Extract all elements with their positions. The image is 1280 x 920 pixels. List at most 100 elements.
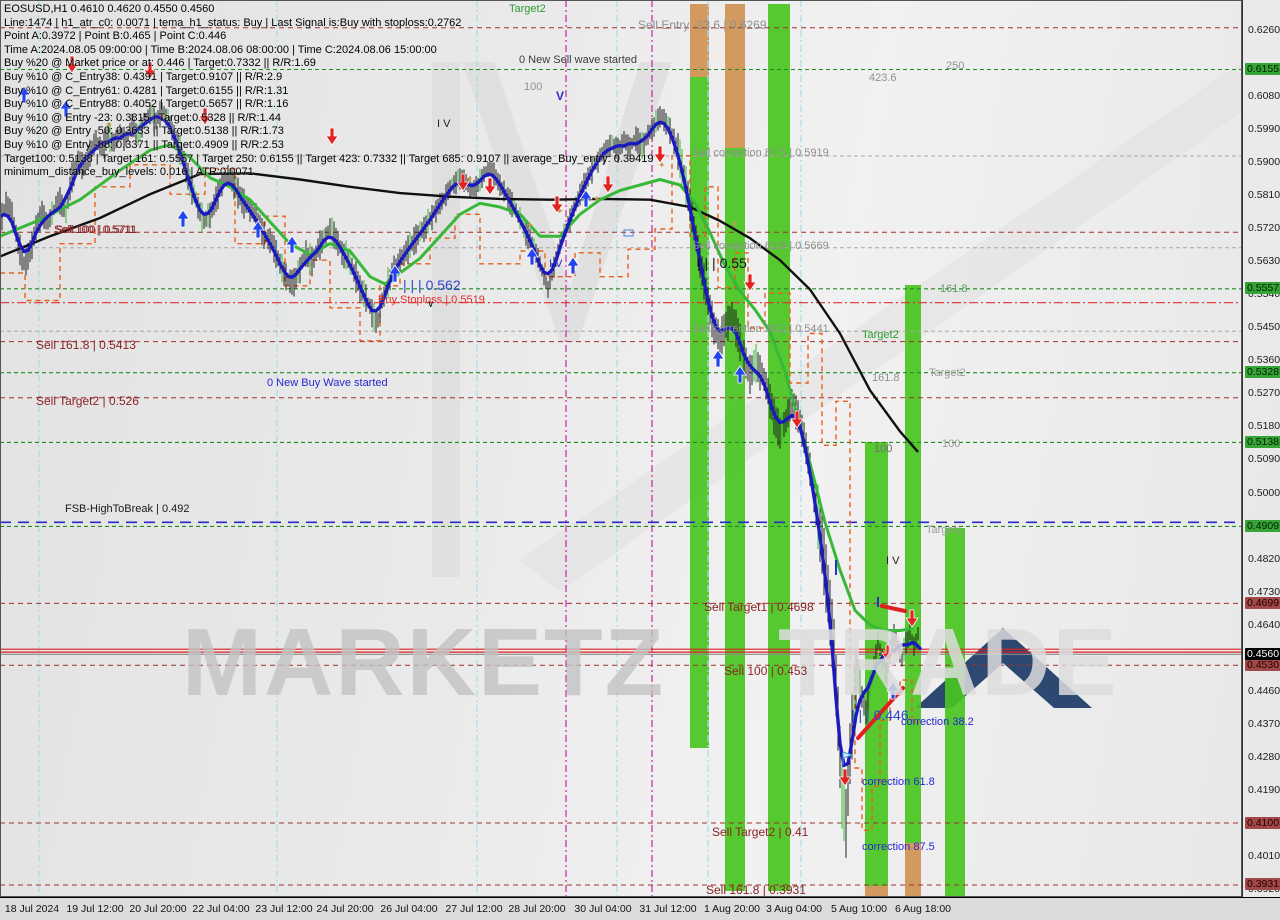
chart-label: I V [549, 258, 563, 270]
star-marker-icon: ✦ [731, 219, 739, 229]
chart-label: Sell correction 38.2 | 0.5441 [692, 323, 829, 335]
buy-arrow-icon [733, 365, 747, 384]
price-axis-label: 0.5630 [1248, 255, 1280, 268]
chart-label: 100 [874, 443, 893, 455]
sell-arrow-icon [550, 195, 564, 214]
watermark-shape [462, 62, 672, 342]
star-marker-icon: ✦ [526, 220, 534, 230]
info-line-10: Buy %10 @ Entry -88: 0.3371 || Target:0.… [4, 138, 284, 151]
watermark-shape [432, 62, 460, 577]
info-line-2: Point A:0.3972 | Point B:0.465 | Point C… [4, 30, 227, 43]
time-axis-label: 5 Aug 10:00 [830, 903, 888, 915]
time-axis-label: 23 Jul 12:00 [255, 903, 313, 915]
price-axis-label: 0.4280 [1248, 750, 1280, 763]
chart-label: Buy Stoploss | 0.5519 [378, 294, 485, 306]
target-zone-bar [865, 886, 888, 897]
price-axis-label: 0.6080 [1248, 90, 1280, 103]
info-line-9: Buy %20 @ Entry -50: 0.3633 || Target:0.… [4, 125, 284, 138]
target-zone-bar [905, 285, 921, 843]
time-axis-label: 1 Aug 20:00 [703, 903, 761, 915]
sell-arrow-icon [838, 768, 852, 787]
info-line-5: Buy %10 @ C_Entry38: 0.4391 | Target:0.9… [4, 70, 283, 83]
star-marker-icon: ✦ [658, 160, 666, 170]
info-line-11: Target100: 0.5138 | Target 161: 0.5557 |… [4, 152, 654, 165]
buy-arrow-icon [285, 235, 299, 254]
target-zone-bar [905, 843, 921, 897]
chart-label: 0 New Sell wave started [519, 54, 637, 66]
sell-arrow-icon [790, 410, 804, 429]
chart-label: Sell Target2 | 0.526 [36, 394, 139, 408]
target-zone-bar [725, 4, 745, 148]
sell-arrow-icon [653, 145, 667, 164]
price-axis-label: 0.5990 [1248, 123, 1280, 136]
sell-arrow-icon [198, 107, 212, 126]
info-line-1: Line:1474 | h1_atr_c0: 0.0071 | tema_h1_… [4, 16, 462, 29]
price-badge-red: 0.4699 [1245, 596, 1280, 609]
chart-label: Target2 [862, 329, 899, 341]
buy-arrow-icon [886, 681, 900, 700]
chart-label: 100 [942, 438, 961, 450]
price-chart-canvas[interactable]: ✦ ✦ ✦ ✦ ✦ ✦ ✦ ✦ ✦ [0, 0, 1242, 897]
buy-arrow-icon [17, 85, 31, 104]
chart-label: 100 [524, 81, 543, 93]
chart-label: Sell 100 | 0.453 [724, 664, 808, 678]
chart-label: Sell correction 87.5 | 0.5919 [692, 147, 829, 159]
indicator-info-panel: EOSUSD,H1 0.4610 0.4620 0.4550 0.4560 Lin… [4, 3, 654, 180]
target-zone-bar [690, 4, 709, 77]
price-axis-label: 0.4730 [1248, 585, 1280, 598]
price-badge-green: 0.6155 [1245, 62, 1280, 75]
star-marker-icon: ✦ [556, 206, 564, 216]
target-zone-bar [690, 77, 709, 748]
time-axis-label: 30 Jul 04:00 [574, 903, 632, 915]
buy-arrow-icon [579, 189, 593, 208]
time-axis-label: 3 Aug 04:00 [765, 903, 823, 915]
buy-arrow-icon [566, 256, 580, 275]
time-axis-label: 18 Jul 2024 [4, 903, 60, 915]
price-axis-label: 0.5180 [1248, 420, 1280, 433]
sell-arrow-icon [601, 175, 615, 194]
time-axis-label: 28 Jul 20:00 [508, 903, 566, 915]
time-axis-label: 20 Jul 20:00 [129, 903, 187, 915]
ma-slow-line [0, 172, 919, 453]
price-axis[interactable]: 0.6260 0.6080 0.5990 0.5900 0.5810 0.5720 0.56… [1242, 0, 1280, 897]
chart-label: 0 New Buy Wave started [267, 377, 388, 389]
sell-arrow-icon [881, 644, 895, 663]
price-axis-label: 0.4370 [1248, 717, 1280, 730]
time-axis-label: 19 Jul 12:00 [66, 903, 124, 915]
chart-label: Sell Target2 | 0.41 [712, 825, 809, 839]
info-line-0: EOSUSD,H1 0.4610 0.4620 0.4550 0.4560 [4, 3, 215, 15]
sell-arrow-icon [65, 55, 79, 74]
price-axis-label: 0.5090 [1248, 453, 1280, 466]
chart-label: Sell Entry -23.6 | 0.6269 [638, 18, 767, 32]
target-zone-bar [768, 4, 790, 891]
price-badge-red: 0.3931 [1245, 878, 1280, 891]
buy-arrow-icon [388, 264, 402, 283]
chart-label: Sell Target1 | 0.4698 [704, 600, 814, 614]
target-zone-bar [945, 528, 965, 897]
chart-label: 161.8 [872, 372, 900, 384]
price-badge-green: 0.5138 [1245, 435, 1280, 448]
time-axis-label: 22 Jul 04:00 [192, 903, 250, 915]
price-axis-label: 0.5270 [1248, 387, 1280, 400]
time-axis-label: 26 Jul 04:00 [380, 903, 438, 915]
price-axis-label: 0.5810 [1248, 189, 1280, 202]
price-axis-label: 0.4010 [1248, 849, 1280, 862]
sell-arrow-icon [143, 61, 157, 80]
time-axis[interactable]: 18 Jul 2024 19 Jul 12:00 20 Jul 20:00 22 Ju… [0, 897, 1280, 920]
info-line-7: Buy %10 @ C_Entry88: 0.4052 | Target:0.5… [4, 98, 289, 111]
buy-arrow-icon [59, 99, 73, 118]
time-axis-label: 24 Jul 20:00 [316, 903, 374, 915]
chart-label: correction 61.8 [862, 776, 935, 788]
info-line-12: minimum_distance_buy_levels: 0.016 | ATR… [4, 166, 254, 179]
buy-arrow-icon [711, 349, 725, 368]
chart-label: Target1 [926, 524, 963, 536]
chart-label: Sell 161.8 | 0.5413 [36, 338, 136, 352]
price-axis-label: 0.4640 [1248, 618, 1280, 631]
buy-arrow-icon [251, 220, 265, 239]
chart-label: correction 87.5 [862, 841, 935, 853]
chart-label: Target2 [929, 367, 966, 379]
price-axis-label: 0.4460 [1248, 684, 1280, 697]
chart-label: Sell 100 | 0.5711 [54, 224, 136, 236]
time-axis-label: 31 Jul 12:00 [639, 903, 697, 915]
